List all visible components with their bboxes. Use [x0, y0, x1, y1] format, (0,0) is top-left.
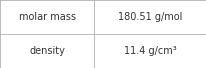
- Text: molar mass: molar mass: [19, 12, 75, 22]
- Text: 180.51 g/mol: 180.51 g/mol: [118, 12, 182, 22]
- Text: density: density: [29, 46, 65, 56]
- Text: 11.4 g/cm³: 11.4 g/cm³: [124, 46, 176, 56]
